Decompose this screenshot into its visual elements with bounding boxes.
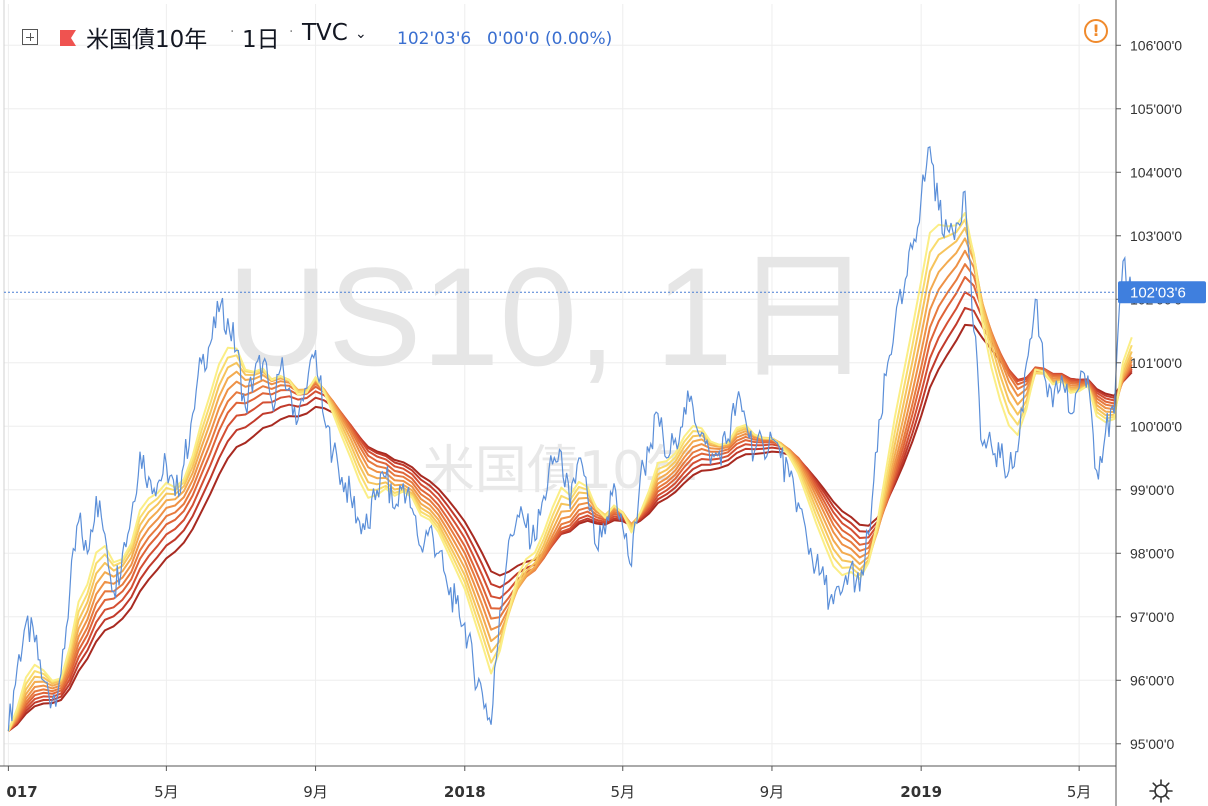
ma-line xyxy=(7,249,1133,732)
x-tick-label: 9月 xyxy=(303,783,328,801)
ma-line xyxy=(7,276,1133,732)
legend: 米国債10年 · 1日 · TVC ⌄ 102'03'6 0'00'0 (0.0… xyxy=(0,0,1110,60)
watermark-main: US10, 1日 xyxy=(227,238,873,395)
ma-line xyxy=(7,263,1133,732)
x-tick-label: 2018 xyxy=(444,783,486,801)
last-price-badge: 102'03'6 xyxy=(1118,281,1206,304)
price-axis[interactable]: 95'00'0 96'00'0 97'00'0 98'00'0 99'00'0 100'0… xyxy=(1115,0,1182,806)
x-tick-label: 017 xyxy=(6,783,37,801)
y-tick-label: 99'00'0 xyxy=(1130,482,1174,498)
alert-circle-icon[interactable]: ! xyxy=(1084,19,1108,43)
x-tick-label: 5月 xyxy=(1067,783,1092,801)
legend-price: 102'03'6 xyxy=(397,29,472,49)
price-series xyxy=(7,146,1133,732)
time-axis[interactable]: 017 5月 9月 2018 5月 9月 2019 5月 xyxy=(0,765,1116,801)
x-tick-label: 9月 xyxy=(760,783,785,801)
ma-line xyxy=(7,291,1133,732)
y-tick-label: 100'00'0 xyxy=(1130,418,1182,434)
last-price-badge-bg xyxy=(1118,281,1206,304)
last-price-value: 102'03'6 xyxy=(1130,284,1186,301)
ma-line xyxy=(7,306,1133,732)
y-tick-label: 101'00'0 xyxy=(1130,355,1182,371)
ma-ribbon xyxy=(7,212,1133,732)
interval-label[interactable]: 1日 xyxy=(242,27,280,53)
y-tick-label: 95'00'0 xyxy=(1130,736,1174,752)
legend-change: 0'00'0 (0.00%) xyxy=(487,29,613,49)
gear-icon[interactable] xyxy=(1148,778,1174,804)
price-line xyxy=(7,146,1133,732)
x-tick-label: 5月 xyxy=(154,783,179,801)
y-tick-label: 97'00'0 xyxy=(1130,609,1174,625)
chevron-down-icon[interactable]: ⌄ xyxy=(355,26,367,42)
y-tick-label: 96'00'0 xyxy=(1130,672,1174,688)
x-tick-label: 2019 xyxy=(900,783,942,801)
symbol-name[interactable]: 米国債10年 xyxy=(86,27,208,53)
plus-square-icon[interactable] xyxy=(22,29,38,45)
y-tick-label: 106'00'0 xyxy=(1130,37,1182,53)
exchange-label[interactable]: TVC xyxy=(302,20,348,46)
y-tick-label: 98'00'0 xyxy=(1130,545,1174,561)
legend-separator: · xyxy=(289,24,294,40)
ma-line xyxy=(7,237,1133,732)
watermark: US10, 1日 米国債10年 xyxy=(227,238,873,501)
y-tick-label: 104'00'0 xyxy=(1130,164,1182,180)
y-tick-label: 103'00'0 xyxy=(1130,228,1182,244)
red-flag-icon[interactable] xyxy=(58,28,78,48)
x-tick-label: 5月 xyxy=(610,783,635,801)
y-tick-label: 105'00'0 xyxy=(1130,101,1182,117)
legend-separator: · xyxy=(230,24,235,40)
